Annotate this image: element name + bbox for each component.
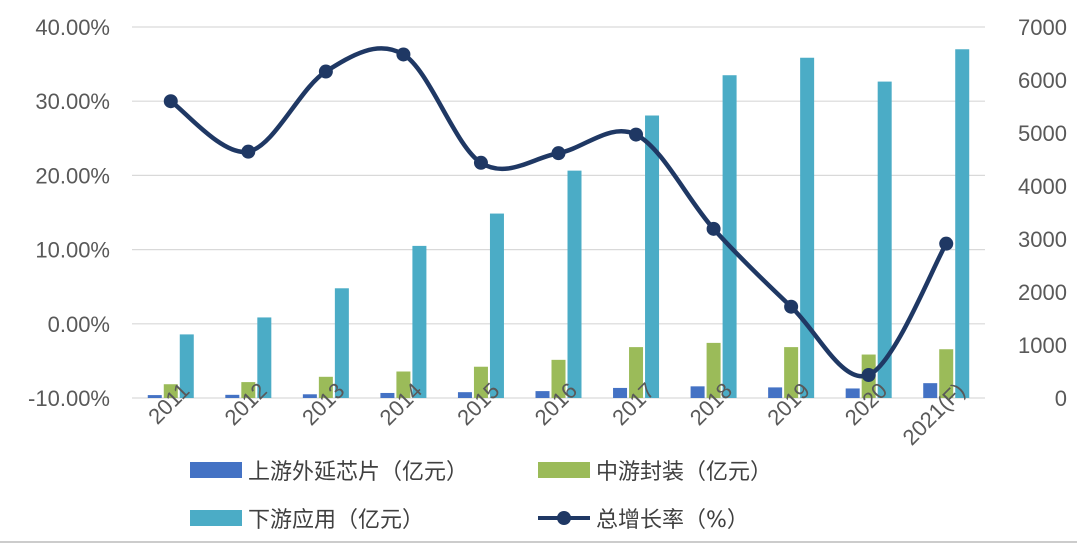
midstream-bar [551,359,566,398]
upstream-bar [845,388,860,398]
downstream-bar [567,170,582,398]
downstream-bar [645,115,660,398]
midstream-bar [318,376,333,398]
midstream-bar [939,349,954,398]
growth-point [784,299,799,314]
growth-point [318,64,333,79]
growth-point [473,155,488,170]
downstream-bar [877,81,892,398]
legend-label-growth: 总增长率（%） [596,508,749,533]
grid-lines [132,26,985,399]
upstream-bar [147,395,162,398]
growth-point [706,221,721,236]
midstream-bar [784,347,799,398]
midstream-bar [241,382,256,398]
growth-point [241,144,256,159]
upstream-bar [302,394,317,398]
upstream-bar [923,383,938,398]
growth-line [169,46,949,379]
downstream-bar [800,57,815,399]
right-tick-label: 0 [1055,386,1067,411]
right-tick-label: 4000 [1018,174,1067,199]
upstream-bar [768,387,783,398]
downstream-bar [955,49,970,398]
growth-point [939,236,954,251]
downstream-bar [722,75,737,398]
right-tick-label: 7000 [1018,15,1067,40]
growth-point [629,127,644,142]
right-tick-label: 2000 [1018,280,1067,305]
right-tick-label: 5000 [1018,121,1067,146]
growth-point [396,47,411,62]
left-tick-label: 20.00% [35,163,110,188]
right-axis-value: 0 1000 2000 3000 4000 5000 6000 7000 [1018,15,1067,411]
legend-swatch-downstream [190,510,242,526]
right-tick-label: 1000 [1018,333,1067,358]
legend: 上游外延芯片（亿元） 中游封装（亿元） 下游应用（亿元） 总增长率（%） [190,450,910,540]
midstream-bar [473,366,488,398]
bar-series [147,49,970,399]
upstream-bar [690,386,705,398]
upstream-bar [225,394,240,398]
downstream-bar [257,317,272,398]
midstream-bar [629,347,644,398]
growth-line-series [163,46,954,382]
upstream-bar [613,387,628,398]
bottom-divider [0,541,1077,543]
left-tick-label: -10.00% [28,386,110,411]
right-tick-label: 6000 [1018,68,1067,93]
left-tick-label: 30.00% [35,89,110,114]
growth-point [551,146,566,161]
legend-swatch-midstream [538,462,590,478]
midstream-bar [163,384,178,398]
upstream-bar [457,392,472,398]
upstream-bar [535,391,550,398]
legend-label-midstream: 中游封装（亿元） [596,460,773,485]
left-axis-percent: -10.00% 0.00% 10.00% 20.00% 30.00% 40.00% [28,15,110,411]
legend-item-upstream: 上游外延芯片（亿元） [190,454,468,486]
legend-label-downstream: 下游应用（亿元） [248,508,425,533]
left-tick-label: 40.00% [35,15,110,40]
legend-label-upstream: 上游外延芯片（亿元） [248,460,469,485]
legend-swatch-upstream [190,462,242,478]
midstream-bar [706,342,721,398]
legend-item-growth: 总增长率（%） [538,502,749,534]
downstream-bar [334,288,349,398]
legend-item-downstream: 下游应用（亿元） [190,502,424,534]
right-tick-label: 3000 [1018,227,1067,252]
downstream-bar [179,334,194,398]
midstream-bar [396,371,411,398]
left-tick-label: 10.00% [35,238,110,263]
growth-point [861,367,876,382]
left-tick-label: 0.00% [48,312,110,337]
downstream-bar [412,245,427,398]
downstream-bar [489,213,504,398]
legend-item-midstream: 中游封装（亿元） [538,454,772,486]
growth-point [163,94,178,109]
legend-swatch-growth [538,508,590,528]
upstream-bar [380,392,395,398]
